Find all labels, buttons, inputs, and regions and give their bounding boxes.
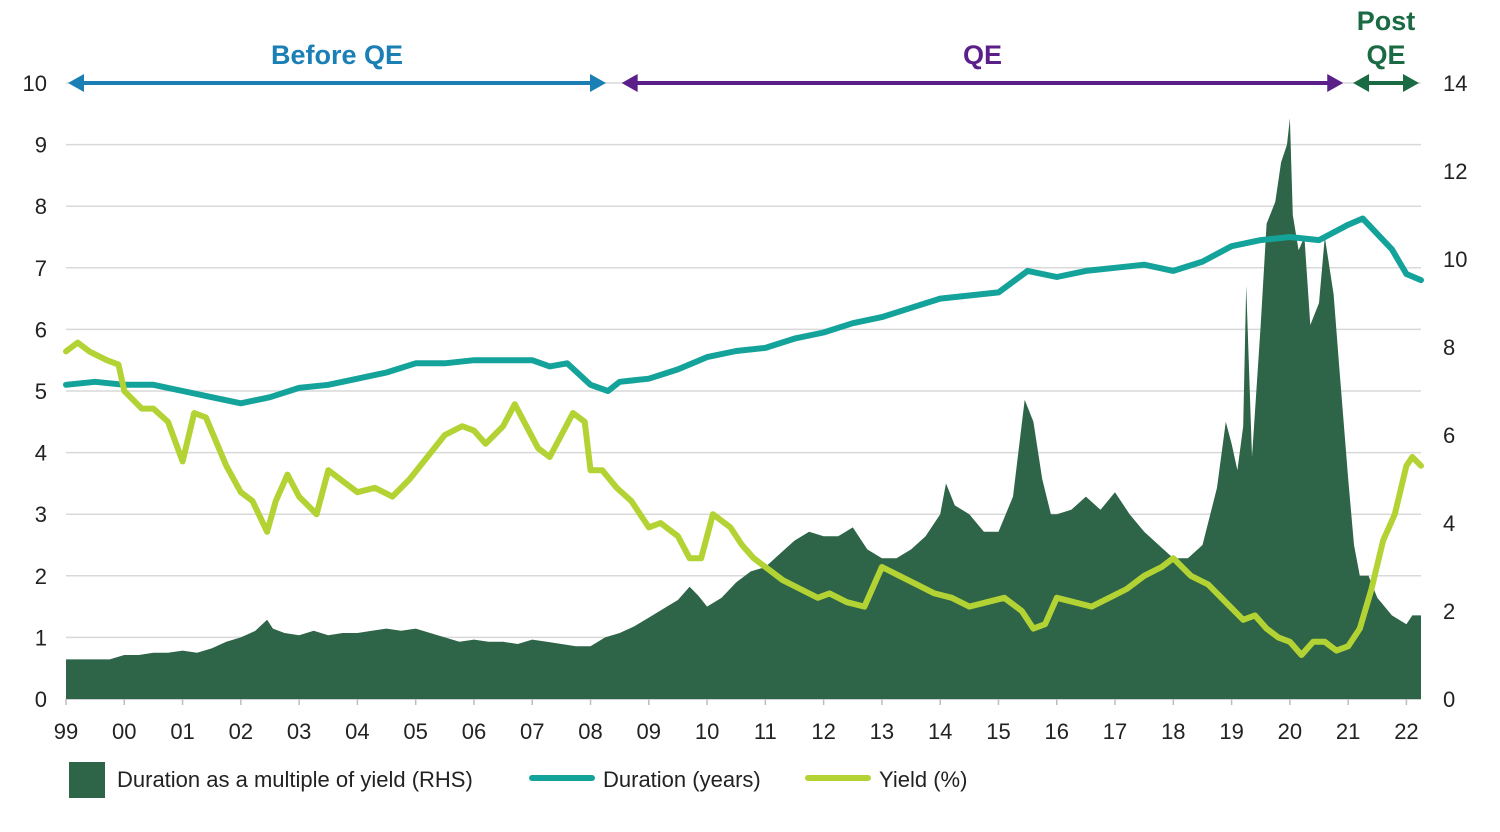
y-left-tick-label: 1 bbox=[35, 625, 47, 650]
x-tick-label: 11 bbox=[754, 719, 777, 744]
y-right-tick-label: 2 bbox=[1443, 599, 1455, 624]
y-right-tick-label: 8 bbox=[1443, 335, 1455, 360]
x-tick-label: 20 bbox=[1278, 719, 1302, 744]
x-tick-label: 99 bbox=[54, 719, 78, 744]
x-tick-label: 04 bbox=[345, 719, 369, 744]
y-left-tick-label: 8 bbox=[35, 194, 47, 219]
y-left-tick-label: 6 bbox=[35, 317, 47, 342]
legend-label: Duration (years) bbox=[603, 767, 761, 792]
y-left-tick-label: 3 bbox=[35, 502, 47, 527]
y-left-tick-label: 5 bbox=[35, 379, 47, 404]
x-tick-label: 13 bbox=[870, 719, 894, 744]
x-tick-label: 22 bbox=[1394, 719, 1418, 744]
line-series-duration bbox=[63, 215, 1424, 407]
y-left-tick-label: 7 bbox=[35, 256, 47, 281]
y-right-tick-label: 14 bbox=[1443, 71, 1467, 96]
y-left-tick-label: 0 bbox=[35, 687, 47, 712]
x-tick-label: 12 bbox=[811, 719, 835, 744]
legend-swatch bbox=[69, 762, 105, 798]
x-tick-label: 15 bbox=[986, 719, 1010, 744]
line-series-yield bbox=[63, 339, 1424, 658]
x-tick-label: 14 bbox=[928, 719, 952, 744]
x-tick-label: 18 bbox=[1161, 719, 1185, 744]
x-tick-label: 17 bbox=[1103, 719, 1127, 744]
x-tick-label: 10 bbox=[695, 719, 719, 744]
y-right-tick-label: 4 bbox=[1443, 511, 1455, 536]
arrow-left-icon bbox=[621, 74, 638, 92]
arrow-left-icon bbox=[68, 74, 84, 92]
arrow-left-icon bbox=[1353, 74, 1370, 92]
y-right-tick-label: 6 bbox=[1443, 423, 1455, 448]
period-label: Post bbox=[1357, 6, 1416, 36]
y-right-tick-label: 10 bbox=[1443, 247, 1467, 272]
x-tick-label: 01 bbox=[170, 719, 194, 744]
x-tick-label: 03 bbox=[287, 719, 311, 744]
y-left-tick-label: 4 bbox=[35, 441, 47, 466]
x-tick-label: 00 bbox=[112, 719, 136, 744]
x-tick-label: 19 bbox=[1219, 719, 1243, 744]
y-left-tick-label: 2 bbox=[35, 564, 47, 589]
arrow-right-icon bbox=[1403, 74, 1419, 92]
legend-label: Yield (%) bbox=[879, 767, 967, 792]
arrow-right-icon bbox=[1327, 74, 1344, 92]
x-tick-label: 07 bbox=[520, 719, 544, 744]
y-left-tick-label: 10 bbox=[23, 71, 47, 96]
period-label: QE bbox=[1367, 40, 1406, 70]
y-left-tick-label: 9 bbox=[35, 133, 47, 158]
x-tick-label: 16 bbox=[1045, 719, 1069, 744]
period-label: Before QE bbox=[271, 40, 403, 70]
x-tick-label: 09 bbox=[637, 719, 661, 744]
period-label: QE bbox=[963, 40, 1002, 70]
area-series-duration-multiple bbox=[66, 118, 1421, 699]
x-tick-label: 06 bbox=[462, 719, 486, 744]
legend-label: Duration as a multiple of yield (RHS) bbox=[117, 767, 473, 792]
y-right-tick-label: 0 bbox=[1443, 687, 1455, 712]
x-tick-label: 21 bbox=[1336, 719, 1360, 744]
x-tick-label: 02 bbox=[229, 719, 253, 744]
x-tick-label: 05 bbox=[403, 719, 427, 744]
y-right-tick-label: 12 bbox=[1443, 159, 1467, 184]
arrow-right-icon bbox=[590, 74, 606, 92]
x-tick-label: 08 bbox=[578, 719, 602, 744]
